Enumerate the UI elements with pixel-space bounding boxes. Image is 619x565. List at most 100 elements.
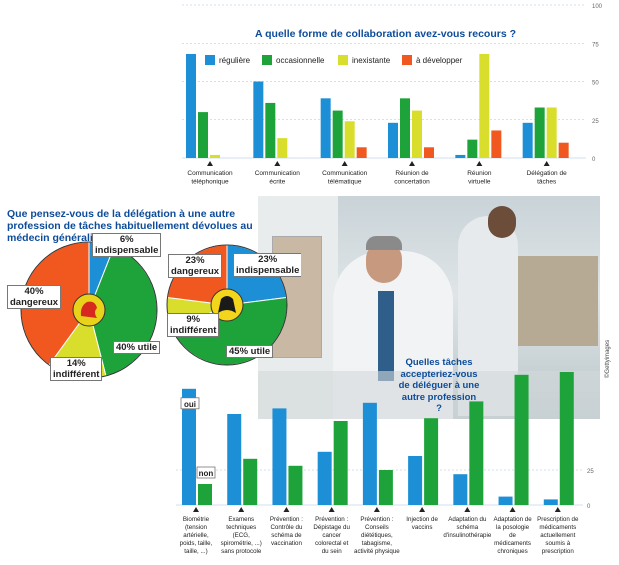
category-label: médicaments bbox=[539, 524, 576, 531]
pie-label-box: 6% indispensable bbox=[92, 233, 162, 257]
bar-non bbox=[243, 458, 258, 505]
pie-label-box: 9% indifférent bbox=[167, 313, 219, 337]
pie-outline bbox=[166, 244, 288, 366]
category-label: de bbox=[509, 532, 516, 539]
legend-swatch-inexistante bbox=[338, 55, 348, 65]
category-marker bbox=[409, 161, 415, 166]
legend-swatch-régulière bbox=[205, 55, 215, 65]
pie-label-utile: 45% utile bbox=[226, 345, 274, 358]
series-label-non: non bbox=[199, 469, 214, 478]
category-label: soumis à bbox=[545, 540, 570, 547]
bar-non bbox=[333, 421, 348, 505]
series-label-box bbox=[196, 466, 216, 479]
category-label: sans protocole bbox=[221, 548, 262, 555]
category-label: Délégation de bbox=[527, 170, 567, 177]
category-label: tâches bbox=[537, 179, 557, 186]
bar-non bbox=[469, 401, 484, 505]
category-label: prescription bbox=[542, 548, 575, 555]
category-label: Injection de bbox=[406, 516, 438, 523]
bar-oui bbox=[272, 408, 287, 505]
series-label-oui: oui bbox=[184, 400, 196, 409]
category-marker bbox=[373, 507, 380, 512]
category-label: Communication bbox=[255, 170, 301, 177]
chart1-title: A quelle forme de collaboration avez-vou… bbox=[255, 28, 517, 40]
category-label: médicaments bbox=[494, 540, 531, 547]
category-label: artérielle, bbox=[183, 532, 209, 539]
category-label: Réunion de bbox=[395, 170, 429, 177]
pie-label-box: 45% utile bbox=[226, 345, 274, 358]
pie-label-box: 40% dangereux bbox=[7, 285, 61, 309]
category-label: activité physique bbox=[354, 548, 400, 555]
bar-oui bbox=[362, 402, 377, 505]
category-marker bbox=[207, 161, 213, 166]
category-label: (ECG, bbox=[233, 532, 250, 539]
category-label: télématique bbox=[328, 179, 362, 186]
category-label: Examens bbox=[228, 516, 254, 523]
y-tick-label: 50 bbox=[592, 81, 599, 87]
bar-à développer bbox=[424, 147, 434, 158]
category-label: schéma bbox=[456, 524, 478, 531]
bar-régulière bbox=[186, 53, 196, 158]
wallonia-rooster-icon bbox=[72, 293, 106, 327]
category-label: Communication bbox=[187, 170, 233, 177]
pie-label-box: 40% utile bbox=[113, 341, 161, 354]
bar-à développer bbox=[356, 147, 367, 158]
y-tick-label: 25 bbox=[587, 469, 594, 475]
bar-occasionnelle bbox=[332, 110, 343, 158]
category-label: cancer bbox=[322, 532, 341, 539]
y-tick-label: 100 bbox=[592, 4, 603, 10]
legend-label: inexistante bbox=[352, 56, 391, 65]
bar-oui bbox=[498, 496, 513, 505]
bar-non bbox=[514, 374, 529, 505]
bar-oui bbox=[543, 499, 558, 505]
bar-inexistante bbox=[546, 107, 557, 158]
pie-label-box: 14% indifférent bbox=[50, 357, 102, 381]
y-tick-label: 75 bbox=[592, 42, 599, 48]
pie-label-indifférent: 14%indifférent bbox=[50, 357, 102, 381]
icon-figure bbox=[80, 301, 97, 318]
category-label: d'insulinothérapie bbox=[443, 532, 492, 539]
category-label: téléphonique bbox=[191, 179, 229, 186]
pie-label-indispensable: 23%indispensable bbox=[233, 253, 301, 277]
category-label: spirométrie, ...) bbox=[221, 540, 262, 547]
category-label: Dépistage du bbox=[313, 524, 350, 531]
bar-occasionnelle bbox=[400, 98, 410, 158]
bar-inexistante bbox=[479, 53, 490, 158]
category-label: Prévention : bbox=[315, 516, 348, 523]
category-label: du sein bbox=[322, 548, 343, 555]
bar-non bbox=[559, 372, 574, 505]
bar-non bbox=[424, 418, 439, 505]
legend-label: occasionnelle bbox=[276, 56, 325, 65]
bar-à développer bbox=[558, 142, 569, 158]
q2-title: Quelles tâches accepteriez-vous de délég… bbox=[398, 357, 480, 414]
category-label: taille, ...) bbox=[184, 548, 207, 555]
category-marker bbox=[543, 161, 550, 166]
bar-non bbox=[198, 484, 212, 505]
category-label: Communication bbox=[322, 170, 368, 177]
legend-label: régulière bbox=[219, 56, 251, 65]
icon-figure bbox=[218, 296, 236, 313]
category-marker bbox=[283, 507, 290, 512]
pie-label-box: 23% indispensable bbox=[233, 253, 301, 277]
bar-occasionnelle bbox=[198, 112, 208, 158]
category-label: tabagisme, bbox=[362, 540, 393, 547]
category-label: colorectal et bbox=[315, 540, 349, 547]
category-marker bbox=[274, 161, 281, 166]
bar-oui bbox=[227, 414, 242, 505]
bar-occasionnelle bbox=[534, 107, 545, 158]
category-label: Conseils bbox=[365, 524, 389, 531]
category-label: techniques bbox=[226, 524, 256, 531]
category-label: diététiques, bbox=[361, 532, 393, 539]
legend-label: à développer bbox=[416, 56, 463, 65]
pie-label-indispensable: 6%indispensable bbox=[92, 233, 162, 257]
category-label: virtuelle bbox=[468, 179, 491, 186]
bar-occasionnelle bbox=[265, 102, 276, 158]
category-label: (tension bbox=[185, 524, 208, 531]
category-label: Prévention : bbox=[360, 516, 393, 523]
category-marker bbox=[476, 161, 483, 166]
category-label: Contrôle du bbox=[270, 524, 303, 531]
flanders-lion-icon bbox=[210, 288, 244, 322]
bar-oui bbox=[453, 474, 468, 505]
bar-régulière bbox=[522, 122, 533, 158]
